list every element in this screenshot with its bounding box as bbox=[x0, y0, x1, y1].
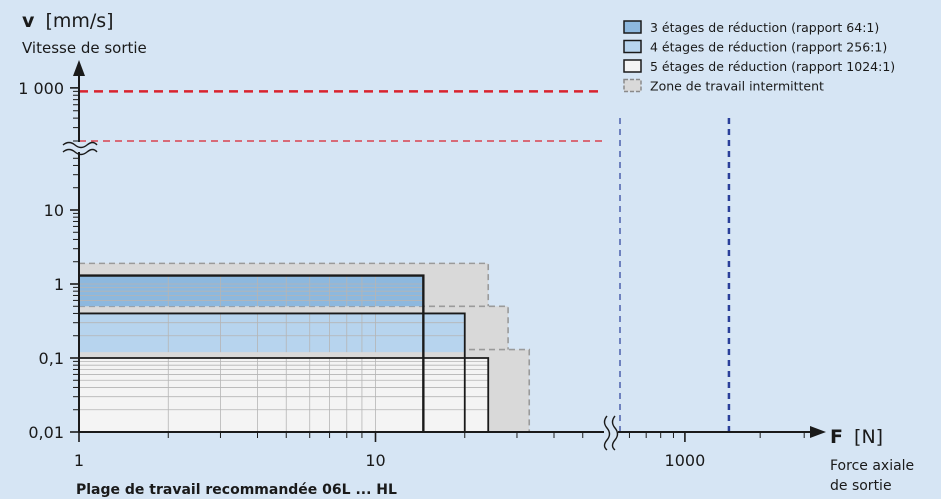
legend-item-2: 4 étages de réduction (rapport 256:1) bbox=[623, 39, 887, 55]
y-tick-label-1: 1 000 bbox=[18, 79, 64, 98]
x-axis-arrow bbox=[810, 426, 826, 438]
x-axis-label-line1: Force axiale bbox=[830, 458, 914, 474]
x-tick-label-2: 10 bbox=[365, 451, 385, 470]
y-axis-unit: [mm/s] bbox=[45, 10, 113, 32]
region-outline-3 bbox=[79, 357, 490, 432]
legend-swatch-2 bbox=[623, 39, 642, 54]
working-region-3 bbox=[79, 358, 489, 432]
x-break-mark-1 bbox=[603, 415, 611, 451]
legend-item-4: Zone de travail intermittent bbox=[623, 78, 824, 94]
y-axis-title: v [mm/s] bbox=[22, 10, 114, 32]
x-tick-label-1: 1 bbox=[74, 451, 84, 470]
legend-label-4: Zone de travail intermittent bbox=[650, 79, 824, 94]
legend-label-3: 5 étages de réduction (rapport 1024:1) bbox=[650, 59, 895, 74]
grid-lines bbox=[79, 275, 489, 432]
legend: 3 étages de réduction (rapport 64:1) 4 ét… bbox=[623, 20, 895, 94]
region-outlines bbox=[79, 274, 490, 432]
y-break-mark-1 bbox=[62, 141, 98, 149]
working-region-2 bbox=[79, 313, 465, 353]
x-axis-title: F [N] bbox=[830, 426, 883, 448]
legend-swatch-3 bbox=[623, 59, 642, 73]
legend-label-1: 3 étages de réduction (rapport 64:1) bbox=[650, 20, 879, 35]
y-tick-label-4: 0,1 bbox=[39, 349, 64, 368]
y-axis-symbol: v bbox=[22, 10, 35, 32]
y-tick-label-2: 10 bbox=[44, 201, 64, 220]
x-break-mark-2 bbox=[611, 415, 619, 451]
region-outline-2 bbox=[79, 312, 466, 432]
y-break-mark-2 bbox=[62, 148, 98, 156]
legend-swatch-4 bbox=[623, 78, 642, 93]
legend-swatch-1 bbox=[623, 20, 642, 34]
legend-label-2: 4 étages de réduction (rapport 256:1) bbox=[650, 40, 887, 55]
reference-lines bbox=[79, 90, 731, 432]
x-tick-label-3: 1000 bbox=[665, 451, 706, 470]
y-tick-label-5: 0,01 bbox=[28, 423, 64, 442]
y-tick-label-3: 1 bbox=[54, 275, 64, 294]
axes: 1 000 10 1 0,1 0,01 1 10 1000 bbox=[18, 60, 826, 470]
x-axis-unit: [N] bbox=[854, 426, 883, 448]
footer-title: Plage de travail recommandée 06L ... HL bbox=[76, 482, 397, 498]
legend-item-1: 3 étages de réduction (rapport 64:1) bbox=[623, 20, 879, 35]
x-axis-label-line2: de sortie bbox=[830, 478, 892, 494]
y-axis-arrow bbox=[73, 60, 85, 76]
legend-item-3: 5 étages de réduction (rapport 1024:1) bbox=[623, 59, 895, 74]
x-axis-symbol: F bbox=[830, 426, 843, 448]
y-axis-label: Vitesse de sortie bbox=[22, 39, 147, 57]
region-outline-1 bbox=[79, 274, 425, 432]
x-break-gap bbox=[604, 416, 618, 448]
